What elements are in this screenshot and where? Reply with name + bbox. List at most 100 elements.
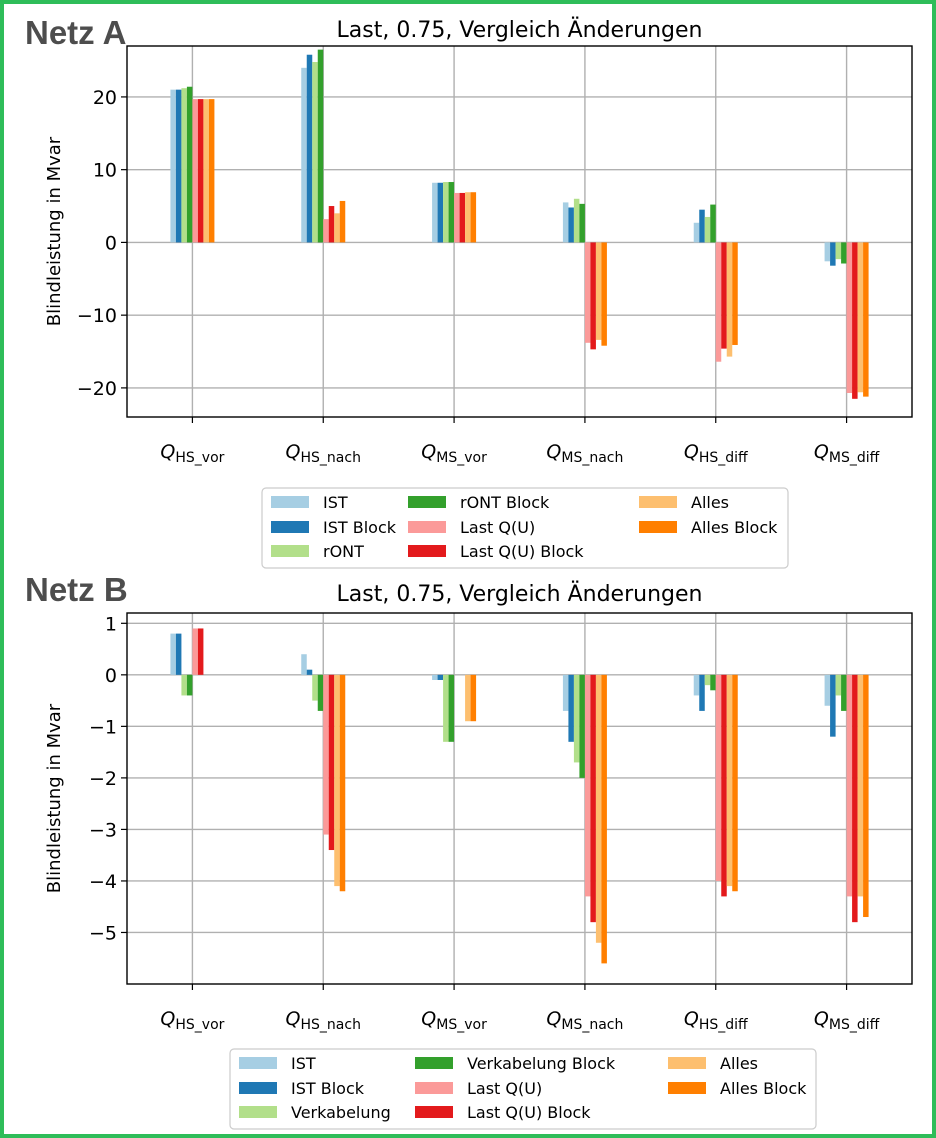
legend-label-s3: rONT	[323, 542, 364, 561]
bar-last-qu-block	[459, 192, 466, 243]
bar-alles-block	[601, 674, 607, 964]
y-tick-label: −10	[77, 305, 117, 327]
x-tick-label: QHS_diff	[684, 1008, 748, 1033]
bar-s3-block	[186, 674, 193, 696]
y-tick-label: 0	[105, 665, 117, 687]
bar-last-qu	[584, 674, 591, 897]
bar-s3	[835, 674, 842, 696]
plot-frame	[126, 612, 913, 985]
bar-s3	[443, 182, 449, 243]
chart-title: Last, 0.75, Vergleich Änderungen	[337, 17, 703, 43]
bar-s3	[835, 242, 842, 260]
bar-ist-block	[175, 89, 182, 243]
bar-alles-block	[601, 242, 607, 346]
y-tick-label: −20	[77, 378, 117, 400]
bar-s3	[573, 674, 580, 763]
bar-ist	[824, 242, 831, 262]
legend-label-last-qu-block: Last Q(U) Block	[460, 542, 584, 561]
legend-label-s3-block: Verkabelung Block	[467, 1054, 616, 1073]
x-tick-label: QHS_nach	[286, 441, 361, 466]
x-tick-label: QMS_vor	[421, 441, 487, 466]
bar-ist-block	[699, 674, 705, 711]
x-tick-label: QHS_diff	[684, 441, 748, 466]
bar-last-qu-block	[197, 99, 204, 243]
bar-alles	[465, 192, 471, 243]
bar-alles	[203, 99, 209, 243]
bar-ist	[562, 202, 569, 243]
bar-last-qu-block	[197, 628, 204, 675]
bar-last-qu	[323, 219, 329, 243]
bar-s3-block	[317, 49, 324, 243]
bar-ist-block	[568, 207, 574, 243]
bar-alles-block	[208, 99, 215, 243]
bar-s3	[704, 674, 711, 686]
bar-ist-block	[830, 674, 836, 737]
bar-ist	[301, 67, 307, 243]
bar-s3-block	[317, 674, 324, 711]
legend-label-s3-block: rONT Block	[460, 493, 550, 512]
legend-swatch-last-qu	[408, 521, 446, 533]
legend-swatch-last-qu-block	[415, 1106, 453, 1118]
legend-label-ist-block: IST Block	[323, 518, 397, 537]
bar-alles	[726, 674, 733, 887]
legend-label-ist: IST	[323, 493, 348, 512]
bar-alles-block	[863, 674, 869, 918]
legend-swatch-s3	[271, 545, 309, 557]
bar-s3-block	[710, 674, 716, 691]
legend-swatch-alles-block	[639, 521, 677, 533]
bar-ist-block	[699, 209, 705, 243]
x-tick-label: QMS_nach	[546, 1008, 623, 1033]
bar-alles	[334, 213, 340, 243]
bar-ist	[693, 674, 700, 696]
bar-alles-block	[339, 674, 346, 892]
bar-last-qu	[192, 628, 198, 675]
y-tick-label: 1	[105, 613, 117, 635]
bar-last-qu	[846, 242, 853, 393]
bar-s3	[312, 674, 318, 701]
chart-netz-b: 1 0 −1 −2 −3 −4 −5 QHS_vor QHS_nach QMS_vor QMS_na…	[44, 581, 913, 1130]
legend-swatch-ist	[239, 1057, 277, 1069]
bar-last-qu	[192, 99, 198, 243]
bar-s3-block	[186, 86, 193, 243]
bar-s3	[181, 88, 187, 243]
legend-label-last-qu: Last Q(U)	[460, 518, 535, 537]
bar-ist-block	[437, 674, 444, 680]
y-tick-label: 10	[93, 160, 117, 182]
bar-s3-block	[579, 203, 585, 243]
bar-ist-block	[306, 54, 313, 243]
y-tick-label: −4	[89, 871, 117, 893]
bar-last-qu-block	[721, 242, 727, 349]
bar-last-qu-block	[590, 242, 596, 350]
legend-swatch-s3-block	[415, 1057, 453, 1069]
legend-label-alles-block: Alles Block	[720, 1079, 807, 1098]
bar-alles-block	[470, 674, 477, 722]
bar-ist-block	[568, 674, 574, 742]
bar-last-qu	[715, 242, 722, 362]
y-tick-label: −2	[89, 768, 117, 790]
bar-s3	[181, 674, 187, 696]
chart-netz-a: 20 10 0 −10 −20 QHS_vor QHS_nach QMS_vor QMS_nac…	[44, 17, 913, 569]
bar-last-qu	[323, 674, 329, 835]
bar-alles-block	[732, 674, 738, 892]
legend-swatch-s3-block	[408, 496, 446, 508]
bar-ist-block	[306, 669, 313, 675]
bar-alles-block	[863, 242, 869, 397]
bar-s3-block	[448, 674, 455, 742]
y-tick-label: 20	[93, 87, 117, 109]
legend-swatch-alles-block	[668, 1082, 706, 1094]
bar-alles-block	[732, 242, 738, 345]
bar-last-qu-block	[852, 674, 858, 923]
x-tick-label: QHS_vor	[160, 1008, 224, 1033]
bar-last-qu-block	[721, 674, 727, 897]
bar-alles-block	[470, 192, 477, 243]
bar-last-qu	[454, 192, 460, 243]
y-tick-label: −5	[89, 922, 117, 944]
bar-s3-block	[841, 674, 847, 711]
bar-ist-block	[437, 182, 444, 243]
bar-last-qu-block	[328, 206, 335, 243]
bar-s3-block	[579, 674, 585, 778]
bar-s3-block	[710, 204, 716, 243]
legend-label-alles-block: Alles Block	[691, 518, 778, 537]
bar-last-qu	[715, 674, 722, 881]
legend-swatch-alles	[639, 496, 677, 508]
